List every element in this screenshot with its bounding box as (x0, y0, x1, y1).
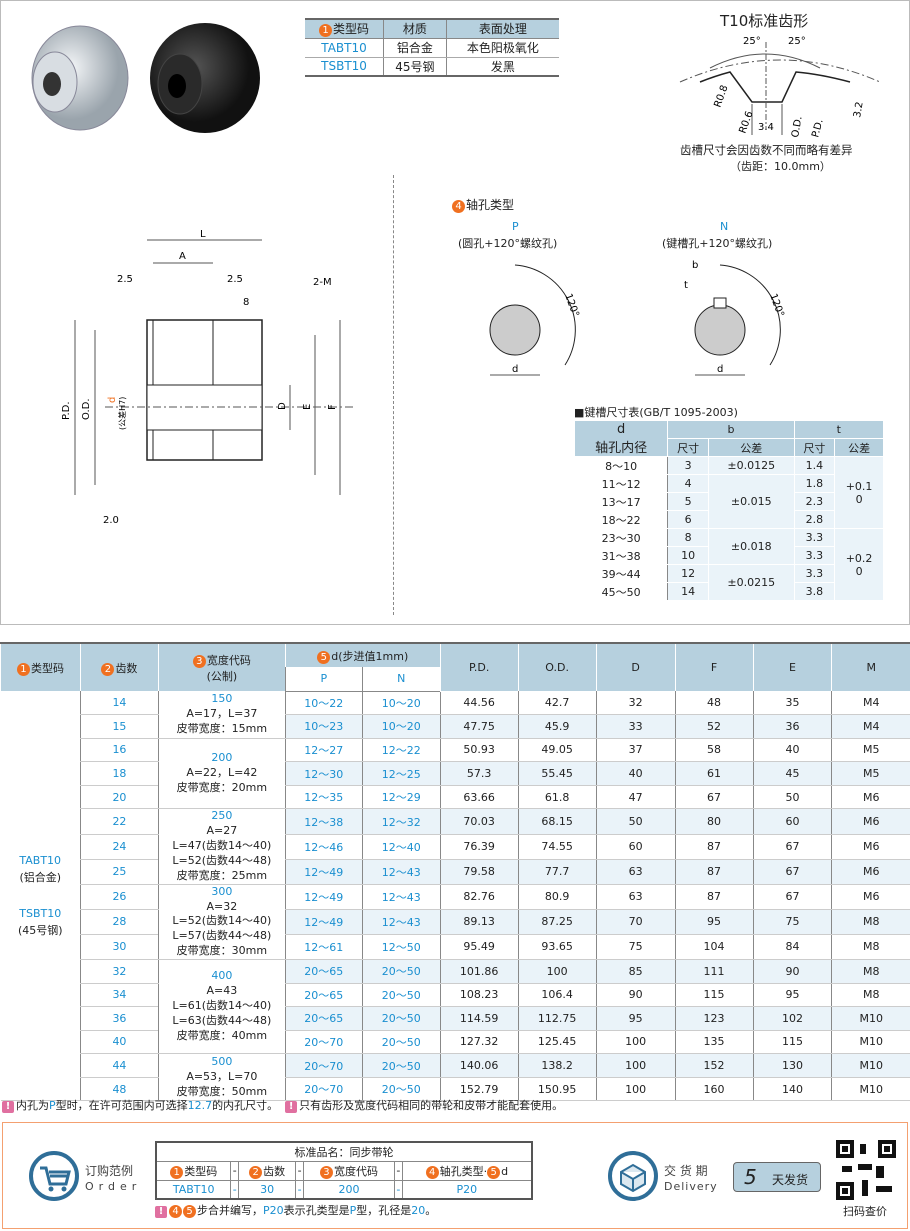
table-row: 34 20～65 20～50 108.23 106.4 90 115 95 M8 (1, 983, 910, 1008)
svg-text:2.0: 2.0 (103, 515, 119, 526)
svg-text:P.D.: P.D. (61, 401, 72, 420)
svg-text:25°: 25° (743, 36, 761, 47)
svg-text:P.D.: P.D. (810, 118, 825, 139)
tooth-note: 齿槽尺寸会因齿数不同而略有差异 (680, 143, 853, 157)
material-table: 1 类型码 材质 表面处理 TABT10 铝合金 本色阳极氧化 TSBT10 45号钢 发黑 (305, 18, 559, 77)
order-example-table: 标准品名：同步带轮 1 类型码 -2 齿数 -3 宽度代码 -4 轴孔类型· 5 d TABT10… (155, 1141, 533, 1200)
bore-p-drawing: 120° d (489, 264, 581, 376)
steel-pulley-image (150, 23, 260, 133)
product-spec-table: 1 类型码 2 齿数 3 宽度代码 (公制) 5 d(步进值1mm) P.D. O.D. D F E M P… (0, 642, 910, 1102)
svg-text:b: b (692, 260, 698, 271)
table-row: 45～50 14 3.8 (573, 582, 884, 601)
delivery-label: 交 货 期 (664, 1164, 708, 1178)
table-row: 48 20～70 20～50 152.79 150.95 100 160 140 M10 (1, 1077, 910, 1102)
pulley-dimension-drawing: L A 2.5 2.5 8 2-M P.D. O.D. d (公差H7) D E F… (61, 229, 355, 526)
svg-text:120°: 120° (767, 292, 786, 318)
table-row: 22 250 A=27 L=47(齿数14～40) L=52(齿数44～48) 皮带宽度：… (1, 808, 910, 885)
table-row: 25 12～49 12～43 79.58 77.7 63 87 67 M6 (1, 859, 910, 885)
table-row: 30 12～61 12～50 95.49 93.65 75 104 84 M8 (1, 934, 910, 960)
svg-text:A: A (179, 251, 186, 262)
table-row: 28 12～49 12～43 89.13 87.25 70 95 75 M8 (1, 909, 910, 935)
table-row: 26 300 A=32 L=52(齿数14～40) L=57(齿数44～48) 皮带宽度：… (1, 884, 910, 960)
keyway-title: ■键槽尺寸表(GB/T 1095-2003) (574, 406, 738, 419)
bore-title: 4 轴孔类型 (452, 196, 514, 213)
svg-text:R0.8: R0.8 (712, 84, 730, 109)
notes: ! 内孔为P型时，在许可范围内可选择12.7的内孔尺寸。 ! 只有齿形及宽度代码相同… (2, 1097, 563, 1113)
bore-n-code: N (720, 220, 729, 233)
order-section (2, 1122, 908, 1229)
order-note: ! 4 5 步合并编写，P20表示孔类型是P型，孔径是20。 (155, 1202, 436, 1218)
table-row: 36 20～65 20～50 114.59 112.75 95 123 102 M10 (1, 1006, 910, 1031)
table-row: 39～44 12 ±0.0215 3.3 (573, 564, 884, 601)
svg-text:d: d (107, 397, 118, 403)
cart-icon (29, 1151, 79, 1201)
table-row: 15 10～23 10～20 47.75 45.9 33 52 36 M4 (1, 714, 910, 739)
svg-text:2.5: 2.5 (227, 274, 243, 285)
table-row: 8～10 3 ±0.0125 1.4 +0.1 0 (573, 456, 884, 529)
svg-text:120°: 120° (562, 292, 581, 318)
delivery-box-icon (608, 1151, 658, 1201)
table-row: 16 200 A=22，L=42 皮带宽度：20mm 12～27 12～22 50.93 49… (1, 738, 910, 810)
bore-p-desc: (圆孔+120°螺纹孔) (458, 237, 558, 250)
order-label: 订购范例 (85, 1164, 134, 1178)
qr-label: 扫码查价 (843, 1205, 887, 1218)
svg-text:d: d (512, 364, 518, 375)
table-row: 32 400 A=43 L=61(齿数14～40) L=63(齿数44～48) 皮带宽度：… (1, 959, 910, 1055)
svg-text:2-M: 2-M (313, 277, 332, 288)
table-row: 20 12～35 12～29 63.66 61.8 47 67 50 M6 (1, 785, 910, 810)
svg-text:8: 8 (243, 297, 249, 308)
delivery-label-en: Delivery (664, 1180, 718, 1193)
table-row: 18 12～30 12～25 57.3 55.45 40 61 45 M5 (1, 761, 910, 786)
qr-code-icon[interactable] (836, 1140, 896, 1200)
aluminum-pulley-image (31, 25, 129, 131)
bore-p-code: P (512, 220, 519, 233)
keyway-table: d 轴孔内径 b t 尺寸 公差 尺寸 公差 8～10 3 ±0.0125 1.4 +0.1 0 11… (573, 420, 885, 601)
tooth-title: T10标准齿形 (720, 12, 809, 30)
delivery-badge: 5 天发货 (733, 1162, 821, 1192)
table-row: 40 20～70 20～50 127.32 125.45 100 135 115 M10 (1, 1030, 910, 1055)
table-row: 23～30 8 ±0.018 3.3 +0.2 0 (573, 528, 884, 601)
svg-text:(公差H7): (公差H7) (117, 397, 127, 430)
table-row: TSBT10 45号钢 发黑 (305, 57, 559, 77)
bore-n-drawing: 120° bt d (684, 260, 786, 376)
table-row: TABT10 铝合金 本色阳极氧化 (305, 38, 559, 58)
table-row: 44 500 A=53，L=70 皮带宽度：50mm 20～70 20～50 140.06 1… (1, 1053, 910, 1102)
svg-text:O.D.: O.D. (81, 398, 92, 420)
svg-text:d: d (717, 364, 723, 375)
table-row: TABT10 (铝合金) TSBT10 (45号钢) 14 150 A=17，L=37 皮带宽… (0, 691, 910, 1102)
bore-n-desc: (键槽孔+120°螺纹孔) (662, 237, 773, 250)
svg-text:R0.6: R0.6 (737, 110, 755, 135)
product-photos (31, 23, 260, 133)
svg-text:E: E (302, 404, 313, 410)
svg-text:25°: 25° (788, 36, 806, 47)
svg-text:3.4: 3.4 (758, 122, 774, 133)
table-row: 24 12～46 12～40 76.39 74.55 60 87 67 M6 (1, 834, 910, 860)
order-label-en: Order (85, 1180, 142, 1193)
warning-icon: ! (285, 1101, 298, 1113)
warning-icon: ! (2, 1101, 14, 1113)
table-row: 13～17 5 2.3 (573, 492, 884, 511)
svg-text:L: L (200, 229, 206, 240)
divider (393, 175, 394, 615)
table-row: 31～38 10 3.3 (573, 546, 884, 565)
svg-text:F: F (327, 404, 338, 410)
table-row: 18～22 6 2.8 (573, 510, 884, 529)
svg-text:t: t (684, 280, 688, 291)
tooth-pitch: （齿距：10.0mm） (730, 160, 831, 173)
svg-text:3.2: 3.2 (852, 101, 866, 119)
tooth-profile-drawing: 25° 25° R0.8 R0.6 3.4 O.D. P.D. 3.2 (679, 36, 881, 139)
svg-text:O.D.: O.D. (790, 115, 805, 138)
svg-text:2.5: 2.5 (117, 274, 133, 285)
svg-text:D: D (277, 402, 288, 410)
